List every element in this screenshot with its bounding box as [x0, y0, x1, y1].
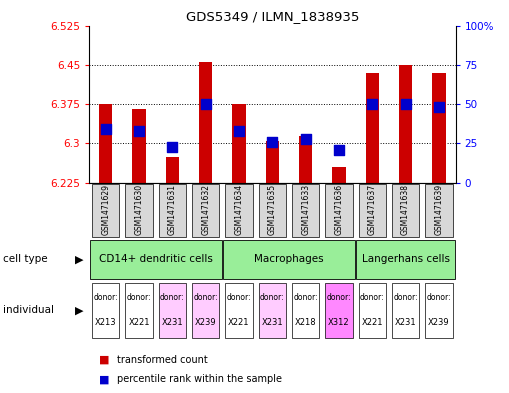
- Bar: [392, 184, 419, 237]
- Point: [235, 128, 243, 134]
- Text: CD14+ dendritic cells: CD14+ dendritic cells: [99, 254, 213, 264]
- Point: [368, 101, 376, 107]
- Text: donor:: donor:: [160, 293, 185, 302]
- Bar: [125, 184, 153, 237]
- Point: [135, 128, 143, 134]
- Bar: [192, 184, 219, 237]
- Bar: [299, 136, 313, 183]
- Text: individual: individual: [3, 305, 53, 316]
- Bar: [166, 156, 179, 183]
- Bar: [92, 283, 120, 338]
- Bar: [132, 109, 146, 183]
- Point: [402, 101, 410, 107]
- Text: ▶: ▶: [75, 254, 83, 264]
- Bar: [92, 184, 120, 237]
- Point: [102, 126, 110, 132]
- Text: ▶: ▶: [75, 305, 83, 316]
- Bar: [292, 283, 319, 338]
- Bar: [90, 240, 222, 279]
- Text: ■: ■: [99, 374, 110, 384]
- Text: percentile rank within the sample: percentile rank within the sample: [117, 374, 282, 384]
- Text: GSM1471633: GSM1471633: [301, 184, 310, 235]
- Text: GSM1471635: GSM1471635: [268, 184, 277, 235]
- Bar: [232, 104, 246, 183]
- Bar: [356, 240, 455, 279]
- Text: GSM1471637: GSM1471637: [368, 184, 377, 235]
- Text: donor:: donor:: [127, 293, 151, 302]
- Bar: [399, 65, 412, 183]
- Bar: [159, 184, 186, 237]
- Bar: [292, 184, 319, 237]
- Text: donor:: donor:: [227, 293, 251, 302]
- Bar: [99, 104, 112, 183]
- Bar: [259, 184, 286, 237]
- Text: GSM1471639: GSM1471639: [434, 184, 443, 235]
- Text: GSM1471638: GSM1471638: [401, 184, 410, 235]
- Bar: [225, 283, 252, 338]
- Text: donor:: donor:: [427, 293, 451, 302]
- Bar: [325, 184, 353, 237]
- Text: GSM1471634: GSM1471634: [235, 184, 243, 235]
- Point: [268, 139, 276, 145]
- Text: donor:: donor:: [327, 293, 351, 302]
- Bar: [425, 184, 453, 237]
- Text: donor:: donor:: [193, 293, 218, 302]
- Point: [202, 101, 210, 107]
- Point: [301, 136, 309, 142]
- Bar: [199, 62, 212, 183]
- Text: X239: X239: [195, 318, 216, 327]
- Text: X221: X221: [128, 318, 150, 327]
- Bar: [223, 240, 355, 279]
- Text: X239: X239: [428, 318, 450, 327]
- Text: X213: X213: [95, 318, 117, 327]
- Bar: [266, 141, 279, 183]
- Point: [168, 143, 177, 150]
- Text: GSM1471629: GSM1471629: [101, 184, 110, 235]
- Text: X221: X221: [361, 318, 383, 327]
- Text: Langerhans cells: Langerhans cells: [361, 254, 449, 264]
- Text: Macrophages: Macrophages: [254, 254, 324, 264]
- Text: X231: X231: [395, 318, 416, 327]
- Bar: [159, 283, 186, 338]
- Text: donor:: donor:: [393, 293, 418, 302]
- Text: donor:: donor:: [260, 293, 285, 302]
- Point: [335, 147, 343, 153]
- Text: X218: X218: [295, 318, 317, 327]
- Bar: [325, 283, 353, 338]
- Bar: [125, 283, 153, 338]
- Bar: [425, 283, 453, 338]
- Bar: [225, 184, 252, 237]
- Bar: [259, 283, 286, 338]
- Text: X231: X231: [262, 318, 283, 327]
- Text: GSM1471631: GSM1471631: [168, 184, 177, 235]
- Bar: [392, 283, 419, 338]
- Text: ■: ■: [99, 354, 110, 365]
- Bar: [332, 167, 346, 183]
- Text: transformed count: transformed count: [117, 354, 208, 365]
- Title: GDS5349 / ILMN_1838935: GDS5349 / ILMN_1838935: [186, 10, 359, 23]
- Text: GSM1471632: GSM1471632: [201, 184, 210, 235]
- Bar: [359, 184, 386, 237]
- Text: donor:: donor:: [94, 293, 118, 302]
- Text: X221: X221: [228, 318, 250, 327]
- Text: cell type: cell type: [3, 254, 47, 264]
- Text: donor:: donor:: [360, 293, 385, 302]
- Bar: [192, 283, 219, 338]
- Text: GSM1471630: GSM1471630: [134, 184, 144, 235]
- Bar: [365, 73, 379, 183]
- Bar: [432, 73, 445, 183]
- Text: X231: X231: [161, 318, 183, 327]
- Text: X312: X312: [328, 318, 350, 327]
- Text: donor:: donor:: [293, 293, 318, 302]
- Point: [435, 104, 443, 110]
- Bar: [359, 283, 386, 338]
- Text: GSM1471636: GSM1471636: [334, 184, 344, 235]
